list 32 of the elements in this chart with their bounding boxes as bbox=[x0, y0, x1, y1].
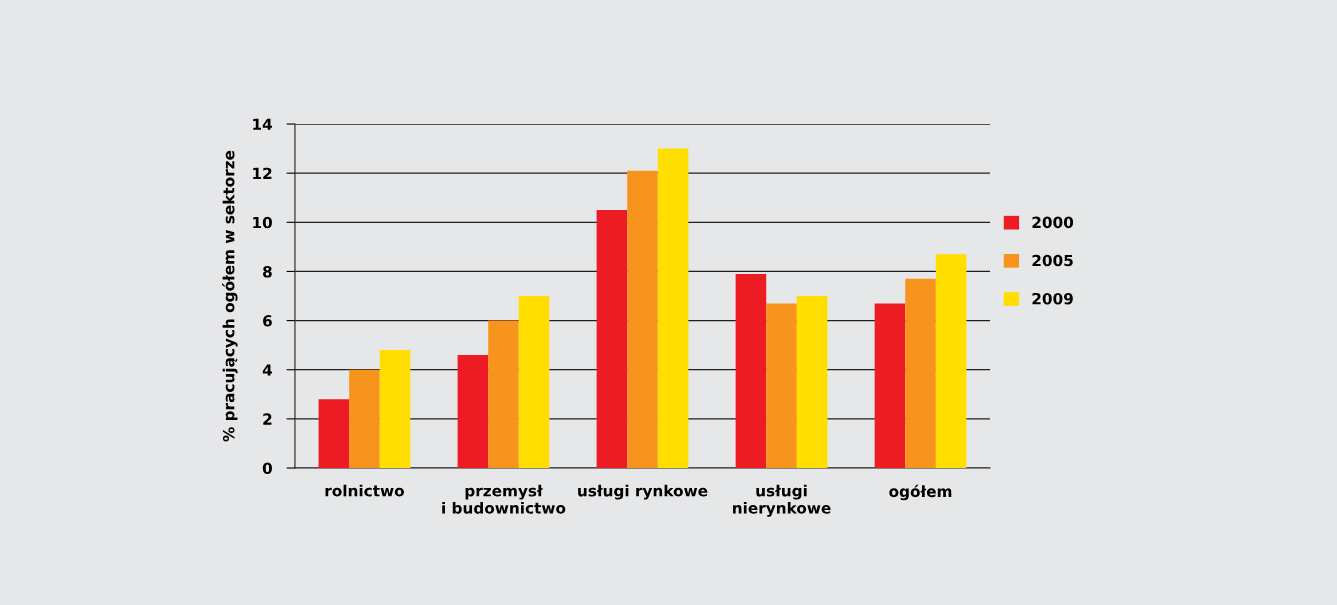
legend-label: 2000 bbox=[1032, 216, 1074, 229]
bar bbox=[627, 170, 658, 469]
bar bbox=[905, 278, 936, 469]
bar bbox=[518, 296, 550, 469]
bar bbox=[874, 303, 906, 469]
bar bbox=[488, 320, 519, 469]
bar bbox=[766, 303, 797, 469]
x-tick-label: usługi nierynkowe bbox=[733, 484, 831, 517]
bar bbox=[349, 369, 380, 469]
bar bbox=[457, 355, 489, 469]
bar bbox=[318, 399, 350, 469]
bar bbox=[735, 273, 767, 469]
x-tick-label: ogółem bbox=[889, 484, 952, 501]
y-tick-label: 6 bbox=[263, 315, 272, 327]
bar bbox=[657, 148, 689, 469]
bar bbox=[796, 296, 828, 469]
bar bbox=[935, 254, 967, 469]
y-tick-label: 10 bbox=[253, 216, 272, 229]
y-tick-label: 12 bbox=[253, 167, 272, 179]
bar bbox=[379, 350, 411, 469]
y-tick-label: 14 bbox=[253, 118, 273, 130]
x-tick-label: usługi rynkowe bbox=[578, 484, 708, 500]
y-tick-label: 4 bbox=[262, 364, 273, 376]
x-tick-label: rolnictwo bbox=[325, 484, 404, 497]
y-tick-label: 2 bbox=[263, 413, 272, 425]
bar bbox=[596, 210, 628, 469]
legend-label: 2009 bbox=[1032, 292, 1073, 305]
y-axis-title: % pracujących ogółem w sektorze bbox=[222, 150, 238, 442]
y-tick-label: 0 bbox=[262, 462, 272, 475]
x-tick-label: przemysł i budownictwo bbox=[442, 484, 566, 514]
y-tick-label: 8 bbox=[263, 265, 272, 278]
legend-label: 2005 bbox=[1032, 254, 1073, 267]
